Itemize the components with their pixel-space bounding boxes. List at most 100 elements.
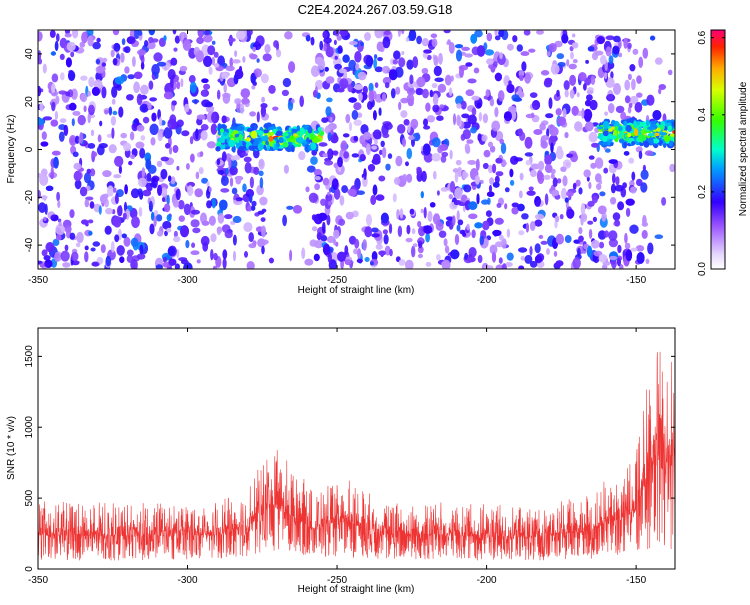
heatmap-cell (381, 93, 387, 102)
heatmap-cell (667, 69, 673, 76)
heatmap-cell (390, 88, 396, 99)
heatmap-cell (348, 122, 353, 132)
heatmap-cell (126, 254, 134, 263)
heatmap-cell (423, 49, 432, 54)
heatmap-band-cell (289, 135, 295, 139)
heatmap-cell (564, 89, 569, 98)
heatmap-cell (192, 227, 201, 234)
heatmap-band-cell (656, 127, 661, 132)
heatmap-cell (610, 71, 614, 79)
heatmap-cell (400, 110, 408, 118)
heatmap-cell (456, 224, 461, 232)
heatmap-cell (60, 72, 65, 81)
heatmap-cell (351, 109, 359, 120)
heatmap-cell (571, 105, 579, 116)
heatmap-cell (206, 181, 210, 188)
heatmap-cell (504, 187, 510, 193)
heatmap-cell (412, 56, 419, 69)
heatmap-cell (492, 181, 500, 188)
heatmap-cell (536, 169, 543, 182)
heatmap-cell (314, 176, 321, 181)
heatmap-cell (517, 128, 523, 137)
heatmap-cell (578, 72, 587, 82)
heatmap-cell (416, 35, 422, 45)
snr-panel: -350 -300 -250 -200 -150 0 500 1000 1500 Height… (6, 327, 676, 595)
heatmap-cell (546, 51, 551, 57)
heatmap-cell (242, 56, 246, 63)
heatmap-cell (589, 99, 598, 111)
heatmap-cell (88, 231, 93, 236)
heatmap-cell (612, 45, 620, 55)
heatmap-cell (231, 187, 238, 195)
heatmap-cell (478, 112, 483, 122)
heatmap-cell (207, 45, 216, 56)
heatmap-cell (610, 183, 616, 194)
heatmap-cell (117, 205, 123, 217)
heatmap-cell (165, 143, 171, 149)
heatmap-cell (421, 67, 429, 75)
heatmap-cell (425, 102, 431, 112)
heatmap-cell (217, 169, 225, 175)
heatmap-cell (101, 62, 107, 67)
heatmap-cell (454, 170, 459, 183)
heatmap-cell (555, 108, 562, 116)
heatmap-cell (635, 245, 645, 252)
heatmap-cell (97, 65, 106, 72)
heatmap-cell (615, 176, 620, 186)
heatmap-cell (176, 119, 184, 127)
heatmap-cell (248, 243, 257, 249)
heatmap-cell (282, 214, 287, 227)
heatmap-band-cell (318, 130, 325, 136)
snr-frame (37, 327, 676, 570)
heatmap-cell (470, 126, 477, 134)
heatmap-cell (102, 57, 108, 63)
heatmap-cell (153, 52, 163, 62)
heatmap-cell (517, 203, 525, 212)
heatmap-cell (170, 57, 178, 66)
heatmap-cell (325, 106, 332, 117)
heatmap-band-cell (307, 126, 313, 134)
heatmap-band-cell (596, 126, 604, 130)
heatmap-cell (142, 116, 150, 124)
heatmap-cell (548, 43, 557, 53)
heatmap-cell (221, 115, 227, 124)
heatmap-cell (156, 61, 167, 67)
heatmap-cell (398, 57, 406, 68)
heatmap-cell (149, 123, 159, 135)
heatmap-band-cell (647, 133, 655, 137)
heatmap-cell (153, 216, 157, 227)
heatmap-cell (473, 67, 480, 74)
heatmap-cell (222, 249, 228, 260)
heatmap-cell (669, 163, 675, 173)
heatmap-cell (433, 65, 442, 77)
heatmap-cell (88, 104, 95, 116)
heatmap-cell (382, 76, 392, 85)
heatmap-cell (594, 157, 604, 169)
heatmap-cell (172, 145, 179, 153)
heatmap-cell (420, 208, 424, 214)
heatmap-cell (38, 50, 42, 61)
heatmap-cell (381, 147, 387, 159)
heatmap-cell (227, 37, 236, 43)
heatmap-cell (372, 129, 382, 140)
heatmap-cell (322, 243, 331, 256)
heatmap-cell (436, 190, 440, 196)
heatmap-cell (489, 177, 494, 185)
heatmap-cell (634, 102, 643, 113)
heatmap-cell (322, 221, 326, 234)
heatmap-cell (482, 162, 489, 170)
heatmap-cell (49, 30, 56, 38)
heatmap-cell (654, 234, 664, 239)
heatmap-cell (138, 30, 143, 36)
heatmap-cell (405, 237, 413, 243)
heatmap-cell (345, 211, 354, 220)
heatmap-cell (242, 183, 247, 193)
heatmap-cell (357, 248, 361, 259)
heatmap-cell (80, 75, 88, 81)
heatmap-cell (183, 203, 191, 215)
heatmap-cell (130, 237, 139, 247)
heatmap-cell (38, 118, 45, 126)
heatmap-cell (585, 59, 589, 64)
heatmap-cell (608, 55, 614, 65)
heatmap-cell (624, 95, 631, 104)
